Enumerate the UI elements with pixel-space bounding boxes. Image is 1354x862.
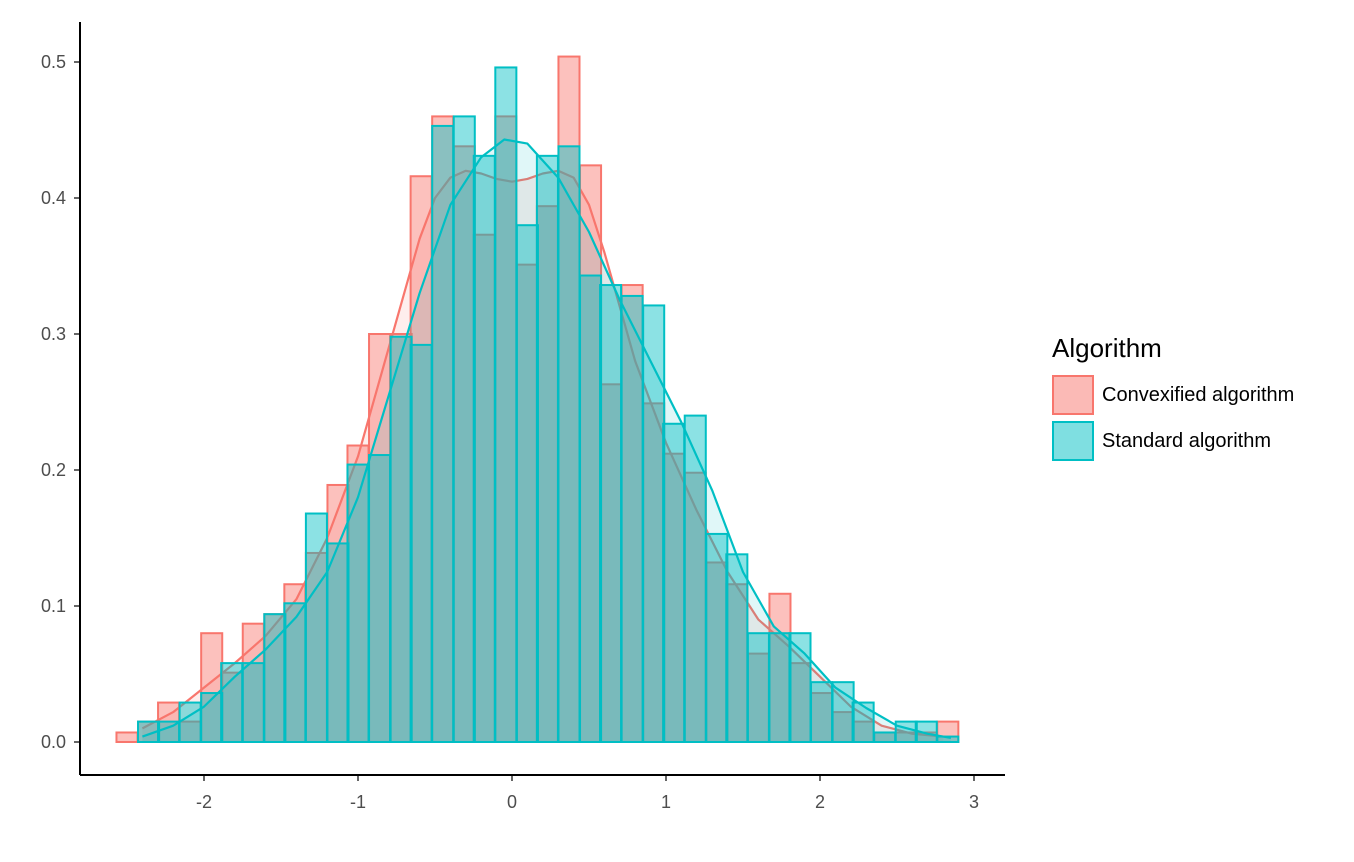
histogram-bar <box>389 335 413 743</box>
legend-label-convexified: Convexified algorithm <box>1102 383 1295 406</box>
legend-item-convexified: Convexified algorithm <box>1052 372 1294 418</box>
y-tick-label: 0.1 <box>41 596 66 616</box>
x-tick-label: 3 <box>969 792 979 812</box>
density-area <box>142 170 944 743</box>
density-area <box>142 139 951 742</box>
histogram-bar <box>579 274 603 743</box>
x-tick-label: 1 <box>661 792 671 812</box>
y-axis-ticks: 0.0 0.1 0.2 0.3 0.4 0.5 <box>41 52 80 752</box>
series-layer <box>115 55 960 744</box>
histogram-bar <box>914 720 938 743</box>
legend-key-standard <box>1052 421 1094 461</box>
y-tick-label: 0.0 <box>41 732 66 752</box>
density-line <box>142 138 952 740</box>
x-tick-label: 0 <box>507 792 517 812</box>
legend-label-standard: Standard algorithm <box>1102 429 1271 452</box>
histogram-bar <box>115 731 139 743</box>
x-tick-label: 2 <box>815 792 825 812</box>
histogram-bar <box>705 532 729 743</box>
legend-item-standard: Standard algorithm <box>1052 418 1294 464</box>
histogram-bar <box>851 701 875 743</box>
y-tick-label: 0.5 <box>41 52 66 72</box>
legend-title: Algorithm <box>1052 333 1162 363</box>
x-tick-label: -1 <box>350 792 366 812</box>
legend: Algorithm Convexified algorithm Standard… <box>1052 333 1294 464</box>
series-1 <box>137 66 960 744</box>
x-axis-ticks: -2 -1 0 1 2 3 <box>196 775 979 812</box>
histogram-bar <box>642 304 666 743</box>
y-tick-label: 0.3 <box>41 324 66 344</box>
legend-key-convexified <box>1052 375 1094 415</box>
y-tick-label: 0.4 <box>41 188 66 208</box>
y-tick-label: 0.2 <box>41 460 66 480</box>
histogram-bar <box>452 115 476 743</box>
histogram-bar <box>515 224 539 743</box>
x-tick-label: -2 <box>196 792 212 812</box>
